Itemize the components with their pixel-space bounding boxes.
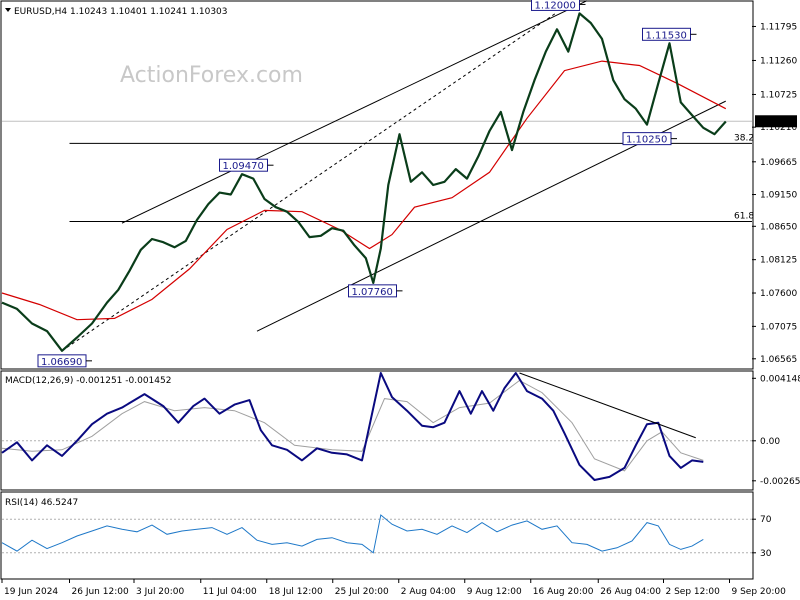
price-y-tick-label: 1.07075	[760, 322, 797, 332]
x-tick-label: 9 Aug 12:00	[467, 587, 522, 597]
rsi-y-tick-label: 30	[760, 549, 772, 559]
price-y-tick-label: 1.07600	[760, 289, 797, 299]
x-tick-label: 16 Aug 20:00	[533, 587, 594, 597]
macd-signal-line	[1, 379, 704, 472]
x-tick-label: 9 Sep 20:00	[732, 587, 787, 597]
rsi-layer: 70 30	[1, 514, 772, 559]
rsi-label: RSI(14) 46.5247	[5, 498, 78, 508]
channel-upper-line	[121, 0, 588, 224]
axis-layer: 19 Jun 2024 26 Jun 12:00 3 Jul 20:00 11 Jul…	[1, 579, 787, 597]
price-y-tick-label: 1.10725	[760, 90, 797, 100]
macd-trendline	[519, 372, 696, 439]
fib-level-label: 38.2	[734, 133, 754, 143]
macd-line	[1, 372, 704, 481]
moving-average-line	[1, 60, 727, 321]
ohlc-open: 1.10243	[70, 7, 107, 17]
x-tick-label: 18 Jul 12:00	[269, 587, 323, 597]
x-tick-label: 26 Aug 04:00	[600, 587, 661, 597]
dashed-trend-line	[61, 13, 556, 352]
rsi-line	[1, 514, 704, 554]
price-panel	[0, 0, 754, 370]
macd-y-tick-label: -0.002656	[760, 477, 800, 487]
annotation-label: 1.06690	[41, 357, 82, 368]
annotation-label: 1.10250	[626, 135, 667, 146]
x-tick-label: 25 Jul 20:00	[335, 587, 389, 597]
annotation-label: 1.09470	[223, 161, 264, 172]
x-tick-label: 2 Aug 04:00	[401, 587, 456, 597]
svg-text:EURUSD,H4 1.10243 1.10401 1.10: EURUSD,H4 1.10243 1.10401 1.10241 1.1030…	[14, 7, 228, 17]
price-y-tick-label: 1.11795	[760, 22, 797, 32]
watermark: ActionForex.com	[120, 63, 303, 88]
current-price-tag	[755, 115, 797, 128]
annotation-label: 1.11530	[646, 30, 687, 41]
macd-y-tick-label: 0.004148	[760, 374, 800, 384]
symbol-label: EURUSD,H4	[14, 7, 67, 17]
x-tick-label: 11 Jul 04:00	[203, 587, 257, 597]
annotation-label: 1.12000	[535, 0, 576, 11]
price-y-tick-label: 1.08650	[760, 222, 797, 232]
price-line	[1, 12, 727, 352]
macd-y-tick-label: 0.00	[760, 437, 780, 447]
fib-level-label: 61.8	[734, 212, 754, 222]
current-price-label: 1.10303	[758, 117, 795, 127]
annotation-label: 1.07760	[352, 287, 393, 298]
header-arrow-icon	[5, 8, 11, 12]
x-tick-label: 3 Jul 20:00	[136, 587, 185, 597]
ohlc-high: 1.10401	[110, 7, 147, 17]
price-y-tick-label: 1.06565	[760, 355, 797, 365]
price-y-tick-label: 1.10210	[760, 123, 797, 133]
x-tick-label: 26 Jun 12:00	[72, 587, 129, 597]
price-y-tick-label: 1.09150	[760, 191, 797, 201]
x-tick-label: 2 Sep 12:00	[666, 587, 721, 597]
ohlc-close: 1.10303	[190, 7, 227, 17]
price-y-tick-label: 1.08125	[760, 256, 797, 266]
macd-label: MACD(12,26,9) -0.001251 -0.001452	[5, 376, 171, 386]
macd-layer: 0.004148 0.00 -0.002656	[1, 372, 800, 487]
price-y-tick-label: 1.11260	[760, 56, 797, 66]
price-layer: 1.11795 1.11260 1.10725 1.10210 1.09665 1.091…	[1, 0, 797, 368]
rsi-y-tick-label: 70	[760, 515, 772, 525]
price-y-tick-label: 1.09665	[760, 158, 797, 168]
ohlc-low: 1.10241	[150, 7, 187, 17]
x-tick-label: 19 Jun 2024	[4, 587, 58, 597]
